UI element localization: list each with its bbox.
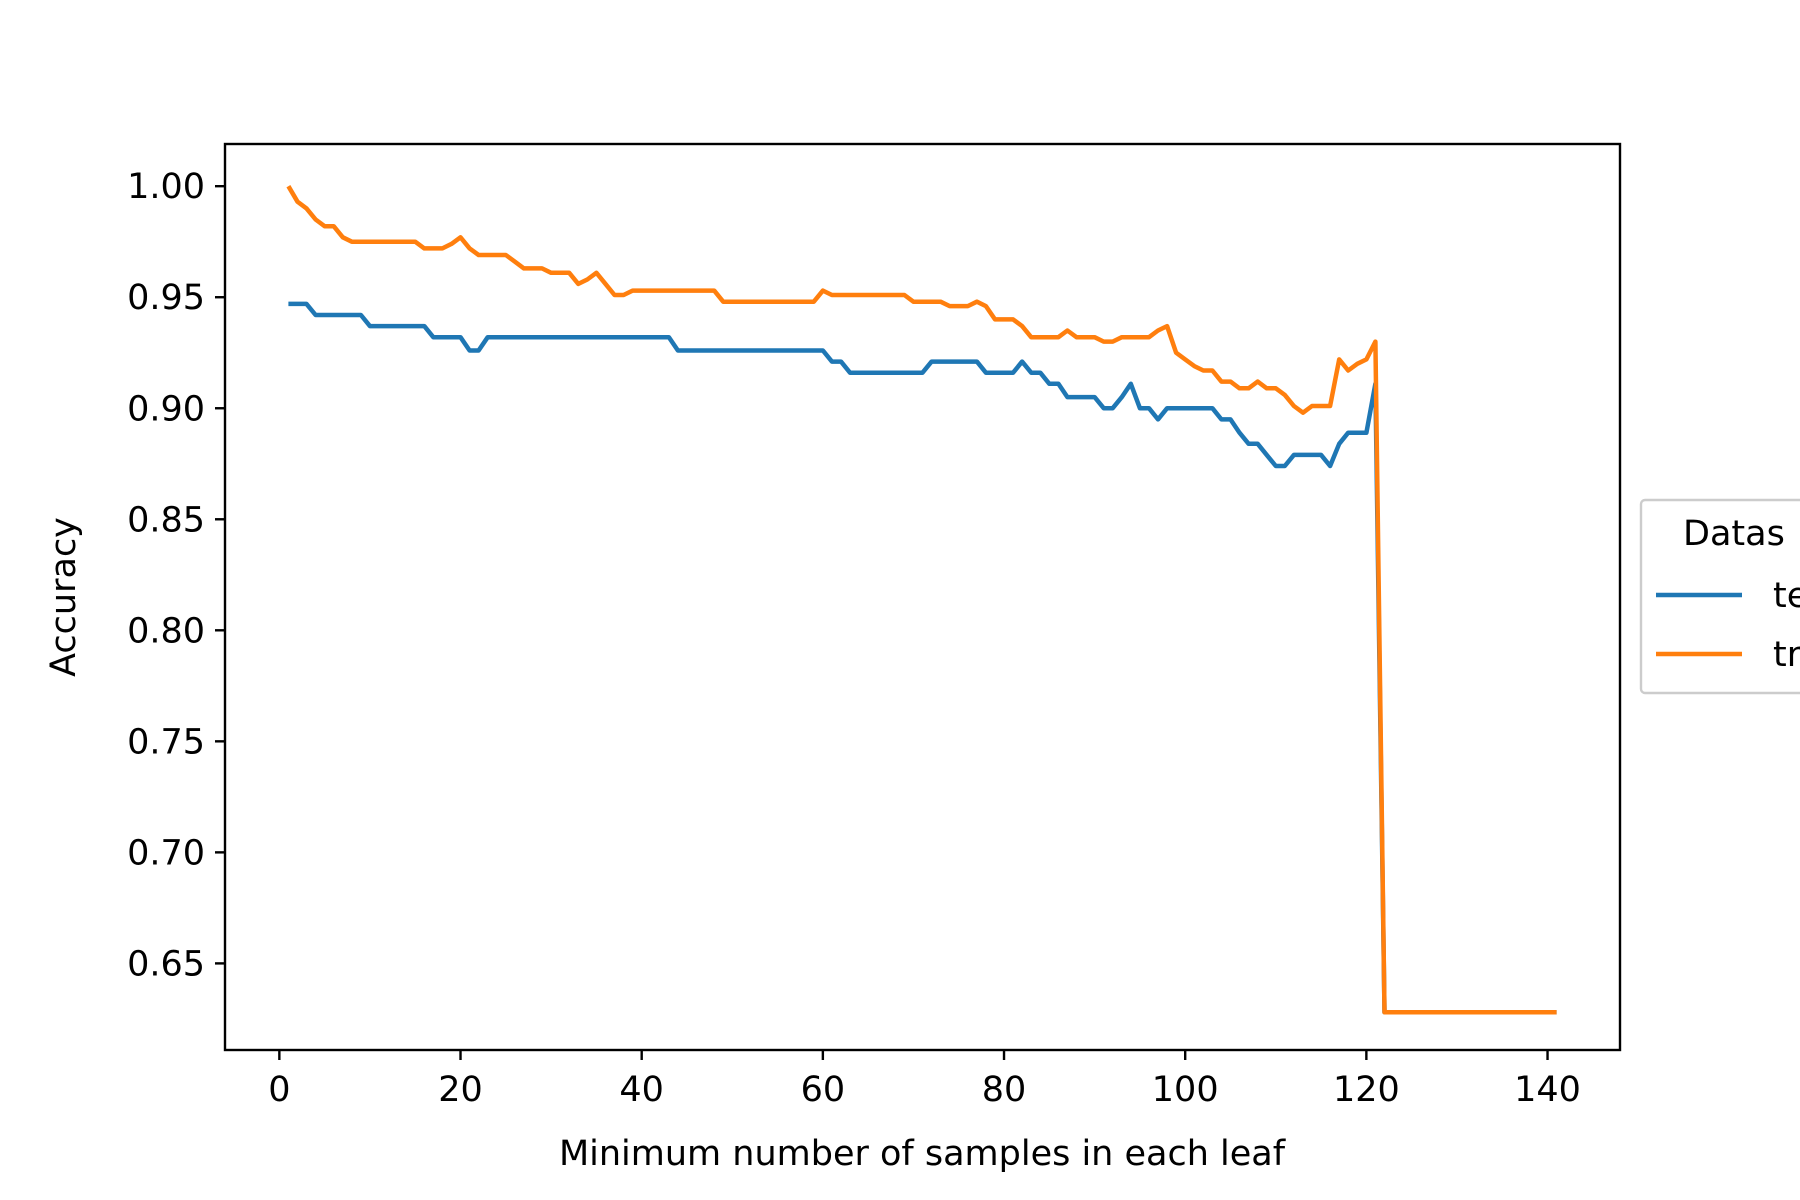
- legend-label-te: te: [1773, 576, 1800, 616]
- x-tick-label: 40: [619, 1070, 664, 1110]
- x-axis-ticks: 0 20 40 60 80 100 120 140: [268, 1050, 1581, 1110]
- legend-title: Datas: [1683, 514, 1785, 554]
- series-line-tr: [286, 185, 1557, 1015]
- x-tick-label: 100: [1152, 1070, 1219, 1110]
- y-axis-ticks: 0.65 0.70 0.75 0.80 0.85 0.90 0.95 1.00: [127, 167, 225, 984]
- y-tick-label: 0.80: [127, 611, 205, 651]
- legend: Datas te tr: [1639, 498, 1800, 695]
- x-tick-label: 20: [438, 1070, 483, 1110]
- plot-lines: [286, 185, 1557, 1015]
- y-tick-label: 0.95: [127, 278, 205, 318]
- y-tick-label: 0.85: [127, 500, 205, 540]
- x-tick-label: 60: [801, 1070, 846, 1110]
- y-tick-label: 0.75: [127, 722, 205, 762]
- y-tick-label: 0.90: [127, 389, 205, 429]
- plot-area-frame: [223, 142, 1622, 1052]
- y-tick-label: 1.00: [127, 167, 205, 207]
- y-tick-label: 0.65: [127, 944, 205, 984]
- series-line-te: [288, 301, 1557, 1015]
- y-tick-label: 0.70: [127, 833, 205, 873]
- x-tick-label: 120: [1333, 1070, 1400, 1110]
- x-axis-label: Minimum number of samples in each leaf: [559, 1134, 1286, 1174]
- x-tick-label: 0: [268, 1070, 290, 1110]
- y-axis-label: Accuracy: [44, 517, 84, 677]
- legend-label-tr: tr: [1773, 635, 1800, 675]
- x-tick-label: 140: [1514, 1070, 1581, 1110]
- x-tick-label: 80: [982, 1070, 1027, 1110]
